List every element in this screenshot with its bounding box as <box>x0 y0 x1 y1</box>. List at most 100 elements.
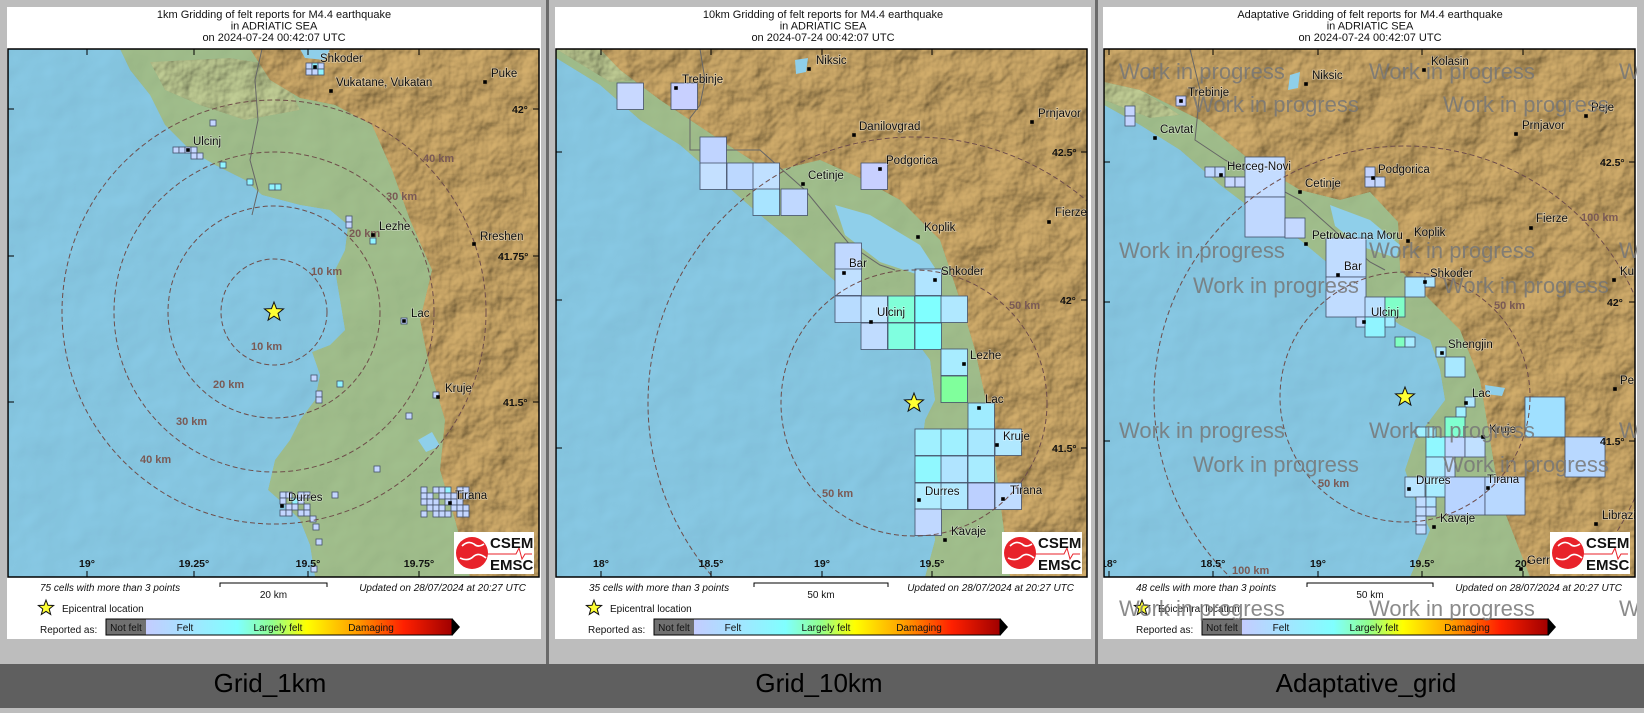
felt-report-cell[interactable] <box>1524 396 1566 438</box>
felt-report-cell[interactable] <box>178 146 186 154</box>
felt-report-cell[interactable] <box>268 183 276 191</box>
map-area[interactable]: 100 km 50 km 50 km 100 km Niksic Kolasin Trebi… <box>1101 49 1644 648</box>
felt-report-cell[interactable] <box>303 503 311 511</box>
felt-report-cell[interactable] <box>1425 496 1437 508</box>
felt-report-cell[interactable] <box>432 486 440 494</box>
felt-report-cell[interactable] <box>317 68 325 76</box>
felt-report-cell[interactable] <box>432 510 440 518</box>
felt-report-cell[interactable] <box>196 152 204 160</box>
felt-report-cell[interactable] <box>285 503 293 511</box>
felt-report-cell[interactable] <box>1325 276 1367 318</box>
felt-report-cell[interactable] <box>279 497 287 505</box>
felt-report-cell[interactable] <box>1244 156 1286 198</box>
felt-report-cell[interactable] <box>1404 476 1426 498</box>
felt-report-cell[interactable] <box>1234 176 1246 188</box>
felt-report-cell[interactable] <box>420 510 428 518</box>
felt-report-cell[interactable] <box>1455 406 1467 418</box>
felt-report-cell[interactable] <box>914 508 942 536</box>
felt-report-cell[interactable] <box>432 504 440 512</box>
felt-report-cell[interactable] <box>209 119 217 127</box>
felt-report-cell[interactable] <box>444 486 452 494</box>
felt-report-cell[interactable] <box>315 396 323 404</box>
felt-report-cell[interactable] <box>450 504 458 512</box>
felt-report-cell[interactable] <box>310 565 318 573</box>
map-area[interactable]: 50 km 50 km Niksic Trebinje Danilovgrad Prnja… <box>556 49 1180 669</box>
felt-report-cell[interactable] <box>1464 436 1486 458</box>
felt-report-cell[interactable] <box>1364 316 1386 338</box>
felt-report-cell[interactable] <box>345 221 353 229</box>
felt-report-cell[interactable] <box>279 491 287 499</box>
felt-report-cell[interactable] <box>274 183 282 191</box>
felt-report-cell[interactable] <box>285 509 293 517</box>
felt-report-cell[interactable] <box>1214 166 1226 178</box>
felt-report-cell[interactable] <box>1124 105 1136 117</box>
felt-report-cell[interactable] <box>887 322 915 350</box>
map-area[interactable]: 10 km 20 km 30 km 40 km 10 km 20 km 30 km 40 km… <box>8 49 539 577</box>
felt-report-cell[interactable] <box>438 486 446 494</box>
felt-report-cell[interactable] <box>940 482 968 510</box>
felt-report-cell[interactable] <box>1415 506 1427 517</box>
felt-report-cell[interactable] <box>860 322 888 350</box>
felt-report-cell[interactable] <box>699 136 727 164</box>
felt-report-cell[interactable] <box>834 295 862 323</box>
felt-report-cell[interactable] <box>887 295 915 323</box>
felt-report-cell[interactable] <box>297 497 305 505</box>
felt-report-cell[interactable] <box>305 62 313 70</box>
felt-report-cell[interactable] <box>172 146 180 154</box>
felt-report-cell[interactable] <box>967 428 995 456</box>
felt-report-cell[interactable] <box>291 503 299 511</box>
felt-report-cell[interactable] <box>1394 336 1406 348</box>
felt-report-cell[interactable] <box>1284 217 1306 239</box>
felt-report-cell[interactable] <box>1564 436 1606 478</box>
felt-report-cell[interactable] <box>914 322 942 350</box>
felt-report-cell[interactable] <box>940 295 968 323</box>
felt-report-cell[interactable] <box>616 82 644 110</box>
felt-report-cell[interactable] <box>369 237 377 245</box>
felt-report-cell[interactable] <box>305 68 313 76</box>
felt-report-cell[interactable] <box>462 504 470 512</box>
felt-report-cell[interactable] <box>246 178 254 186</box>
felt-report-cell[interactable] <box>297 509 305 517</box>
felt-report-cell[interactable] <box>1444 356 1466 378</box>
felt-report-cell[interactable] <box>1415 496 1427 508</box>
felt-report-cell[interactable] <box>426 504 434 512</box>
felt-report-cell[interactable] <box>462 510 470 518</box>
felt-report-cell[interactable] <box>914 482 942 510</box>
felt-report-cell[interactable] <box>303 491 311 499</box>
felt-report-cell[interactable] <box>420 492 428 500</box>
felt-report-cell[interactable] <box>426 498 434 506</box>
felt-report-cell[interactable] <box>1404 336 1416 348</box>
felt-report-cell[interactable] <box>940 375 968 403</box>
felt-report-cell[interactable] <box>699 162 727 190</box>
felt-report-cell[interactable] <box>914 455 942 483</box>
felt-report-cell[interactable] <box>309 515 317 523</box>
felt-report-cell[interactable] <box>1124 115 1136 127</box>
felt-report-cell[interactable] <box>432 498 440 506</box>
felt-report-cell[interactable] <box>310 374 318 382</box>
felt-report-cell[interactable] <box>914 428 942 456</box>
felt-report-cell[interactable] <box>994 428 1022 456</box>
felt-report-cell[interactable] <box>967 482 995 510</box>
felt-report-cell[interactable] <box>315 538 323 546</box>
felt-report-cell[interactable] <box>190 152 198 160</box>
felt-report-cell[interactable] <box>940 455 968 483</box>
felt-report-cell[interactable] <box>373 465 381 473</box>
felt-report-cell[interactable] <box>303 509 311 517</box>
felt-report-cell[interactable] <box>336 380 344 388</box>
felt-report-cell[interactable] <box>1374 176 1386 188</box>
felt-report-cell[interactable] <box>311 68 319 76</box>
felt-report-cell[interactable] <box>438 492 446 500</box>
felt-report-cell[interactable] <box>426 492 434 500</box>
felt-report-cell[interactable] <box>285 491 293 499</box>
felt-report-cell[interactable] <box>752 188 780 216</box>
felt-report-cell[interactable] <box>967 402 995 430</box>
felt-report-cell[interactable] <box>1484 476 1526 516</box>
felt-report-cell[interactable] <box>438 510 446 518</box>
felt-report-cell[interactable] <box>345 215 353 223</box>
felt-report-cell[interactable] <box>940 348 968 376</box>
felt-report-cell[interactable] <box>834 268 862 296</box>
felt-report-cell[interactable] <box>219 161 227 169</box>
felt-report-cell[interactable] <box>331 491 339 499</box>
felt-report-cell[interactable] <box>860 295 888 323</box>
felt-report-cell[interactable] <box>940 428 968 456</box>
